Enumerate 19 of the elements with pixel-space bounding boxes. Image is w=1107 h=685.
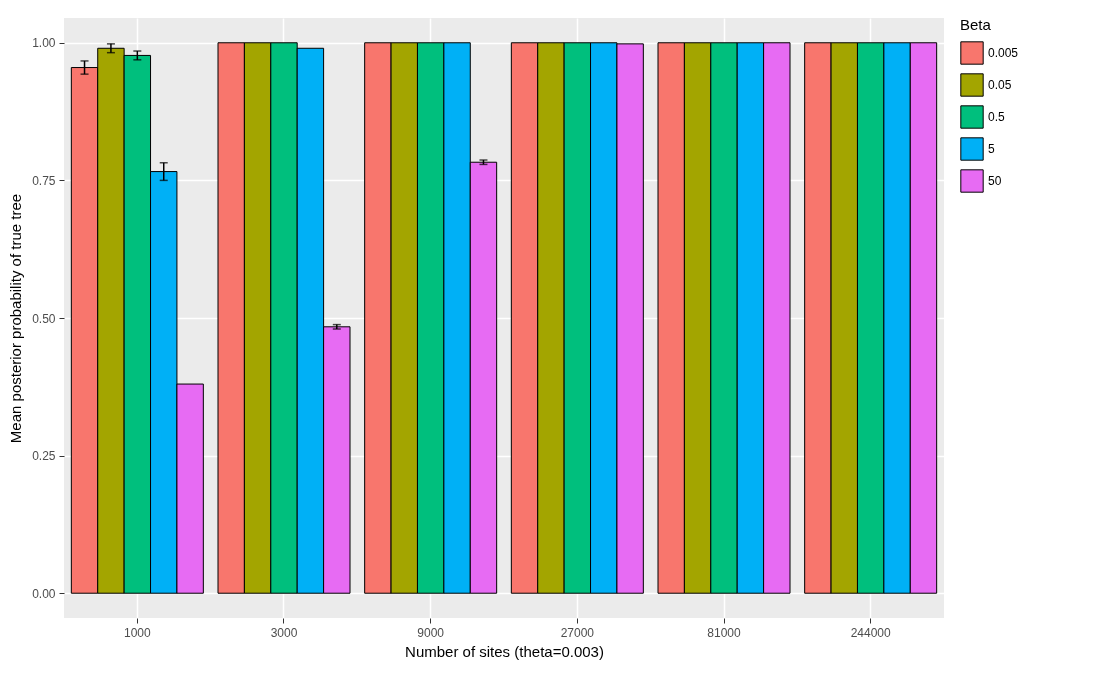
y-tick-label: 1.00 [32, 36, 56, 51]
legend-label: 0.005 [988, 46, 1019, 60]
x-tick-label: 3000 [270, 625, 298, 640]
y-axis-title: Mean posterior probability of true tree [7, 193, 25, 444]
x-tick-label: 244000 [850, 625, 892, 640]
y-tick-label: 0.50 [32, 311, 56, 326]
y-tick-label: 0.00 [32, 586, 56, 601]
legend-title: Beta [960, 16, 992, 33]
x-tick-label: 27000 [560, 625, 595, 640]
legend-label: 5 [988, 142, 995, 156]
x-tick-label: 1000 [123, 625, 151, 640]
y-tick-label: 0.25 [32, 449, 56, 464]
x-tick-label: 81000 [707, 625, 742, 640]
x-axis-title: Number of sites (theta=0.003) [405, 642, 604, 660]
y-tick-label: 0.75 [32, 173, 56, 188]
legend-label: 0.05 [988, 78, 1012, 92]
x-tick-label: 9000 [417, 625, 445, 640]
legend-label: 50 [988, 174, 1002, 188]
legend-label: 0.5 [988, 110, 1006, 124]
